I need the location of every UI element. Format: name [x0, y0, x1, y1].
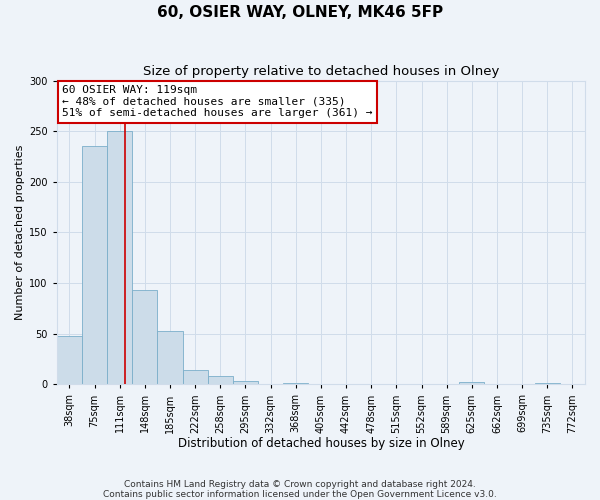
- Bar: [82, 146, 107, 384]
- X-axis label: Distribution of detached houses by size in Olney: Distribution of detached houses by size …: [178, 437, 464, 450]
- Bar: [57, 336, 82, 384]
- Bar: [107, 131, 132, 384]
- Bar: [157, 330, 182, 384]
- Bar: [233, 382, 258, 384]
- Text: 60, OSIER WAY, OLNEY, MK46 5FP: 60, OSIER WAY, OLNEY, MK46 5FP: [157, 5, 443, 20]
- Text: 60 OSIER WAY: 119sqm
← 48% of detached houses are smaller (335)
51% of semi-deta: 60 OSIER WAY: 119sqm ← 48% of detached h…: [62, 85, 373, 118]
- Bar: [459, 382, 484, 384]
- Bar: [208, 376, 233, 384]
- Bar: [132, 290, 157, 384]
- Bar: [182, 370, 208, 384]
- Y-axis label: Number of detached properties: Number of detached properties: [15, 144, 25, 320]
- Text: Contains HM Land Registry data © Crown copyright and database right 2024.
Contai: Contains HM Land Registry data © Crown c…: [103, 480, 497, 499]
- Title: Size of property relative to detached houses in Olney: Size of property relative to detached ho…: [143, 65, 499, 78]
